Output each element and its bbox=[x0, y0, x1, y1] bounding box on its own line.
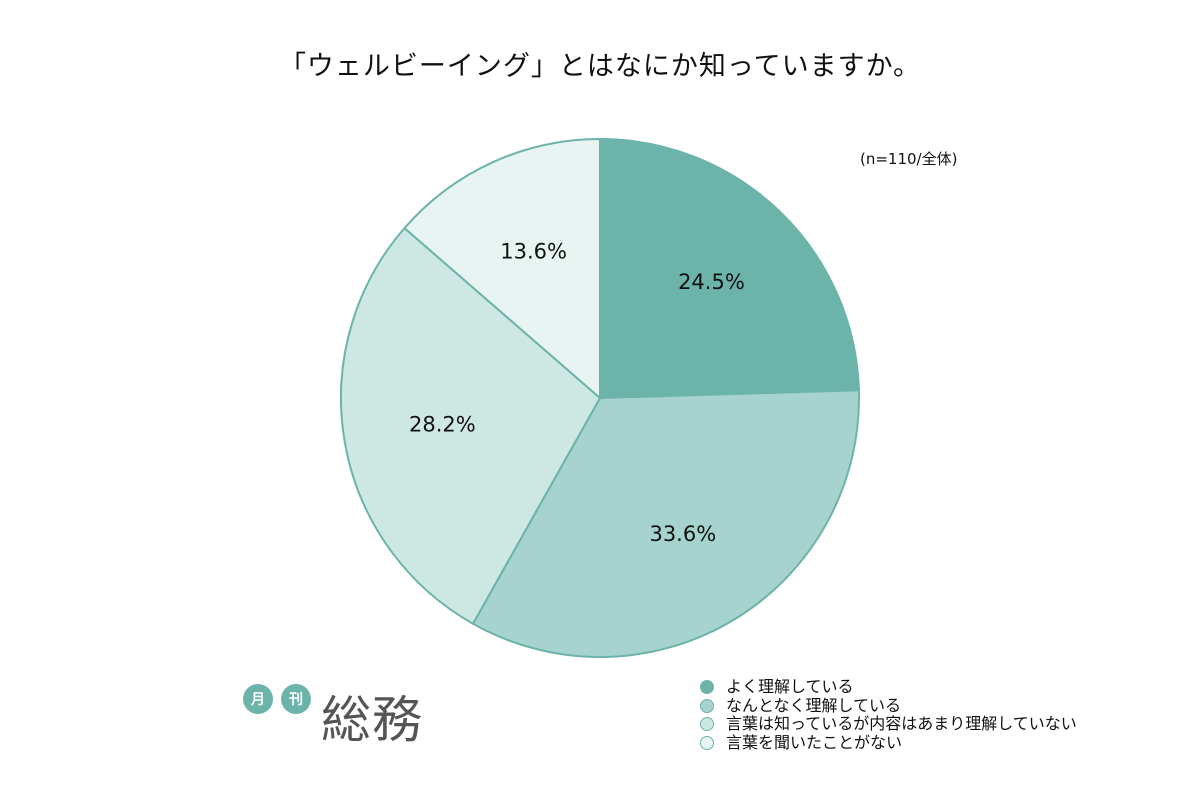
pie-slice-3 bbox=[340, 227, 601, 625]
chart-title: 「ウェルビーイング」とはなにか知っていますか。 bbox=[278, 51, 922, 82]
slice-label-1: 24.5% bbox=[678, 270, 745, 294]
pie-slice-2 bbox=[471, 389, 860, 658]
legend-swatch-1 bbox=[700, 680, 714, 695]
legend-label-2: なんとなく理解している bbox=[726, 695, 902, 715]
legend-item-4: 言葉を聞いたことがない bbox=[700, 732, 1077, 753]
pie-slices bbox=[340, 138, 860, 658]
logo-dot-2: 刊 bbox=[281, 684, 311, 714]
slice-label-2: 33.6% bbox=[649, 522, 716, 546]
slice-label-4: 13.6% bbox=[500, 239, 567, 263]
legend-label-4: 言葉を聞いたことがない bbox=[726, 732, 903, 752]
logo-main-text: 総務 bbox=[321, 691, 423, 749]
sample-size-note: (n=110/全体) bbox=[860, 150, 958, 168]
legend-swatch-3 bbox=[700, 717, 714, 732]
publisher-logo: 月 刊 総務 bbox=[243, 680, 423, 750]
legend-item-3: 言葉は知っているが内容はあまり理解していない bbox=[700, 714, 1077, 734]
slice-label-3: 28.2% bbox=[409, 412, 476, 436]
legend-swatch-2 bbox=[700, 698, 714, 713]
logo-dot-1: 月 bbox=[243, 684, 273, 714]
legend-label-3: 言葉は知っているが内容はあまり理解していない bbox=[726, 714, 1077, 733]
legend-label-1: よく理解している bbox=[726, 677, 854, 696]
pie-slice-4 bbox=[403, 138, 601, 399]
legend: よく理解している なんとなく理解している 言葉は知っているが内容はあまり理解していな… bbox=[700, 677, 1077, 753]
legend-item-1: よく理解している bbox=[700, 677, 1077, 697]
pie-slice-1 bbox=[599, 138, 860, 399]
legend-item-2: なんとなく理解している bbox=[700, 695, 1077, 716]
pie-labels: 24.5% 33.6% 28.2% 13.6% bbox=[409, 239, 745, 545]
legend-swatch-4 bbox=[700, 735, 714, 750]
